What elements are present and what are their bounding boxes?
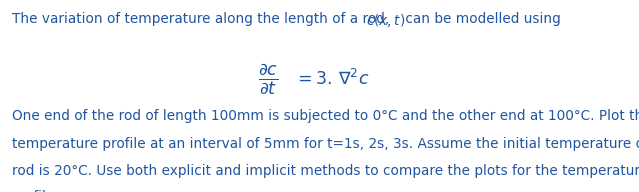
- Text: can be modelled using: can be modelled using: [401, 12, 561, 26]
- Text: The variation of temperature along the length of a rod,: The variation of temperature along the l…: [12, 12, 393, 26]
- Text: profile.: profile.: [12, 190, 59, 192]
- Text: One end of the rod of length 100mm is subjected to 0°C and the other end at 100°: One end of the rod of length 100mm is su…: [12, 109, 639, 123]
- Text: $\dfrac{\partial c}{\partial t}$: $\dfrac{\partial c}{\partial t}$: [258, 61, 279, 96]
- Text: temperature profile at an interval of 5mm for t=1s, 2s, 3s. Assume the initial t: temperature profile at an interval of 5m…: [12, 137, 639, 151]
- Text: $c(x,t)$: $c(x,t)$: [366, 12, 405, 30]
- Text: $= 3.\,\nabla^2 c$: $= 3.\,\nabla^2 c$: [294, 69, 369, 89]
- Text: rod is 20°C. Use both explicit and implicit methods to compare the plots for the: rod is 20°C. Use both explicit and impli…: [12, 164, 639, 178]
